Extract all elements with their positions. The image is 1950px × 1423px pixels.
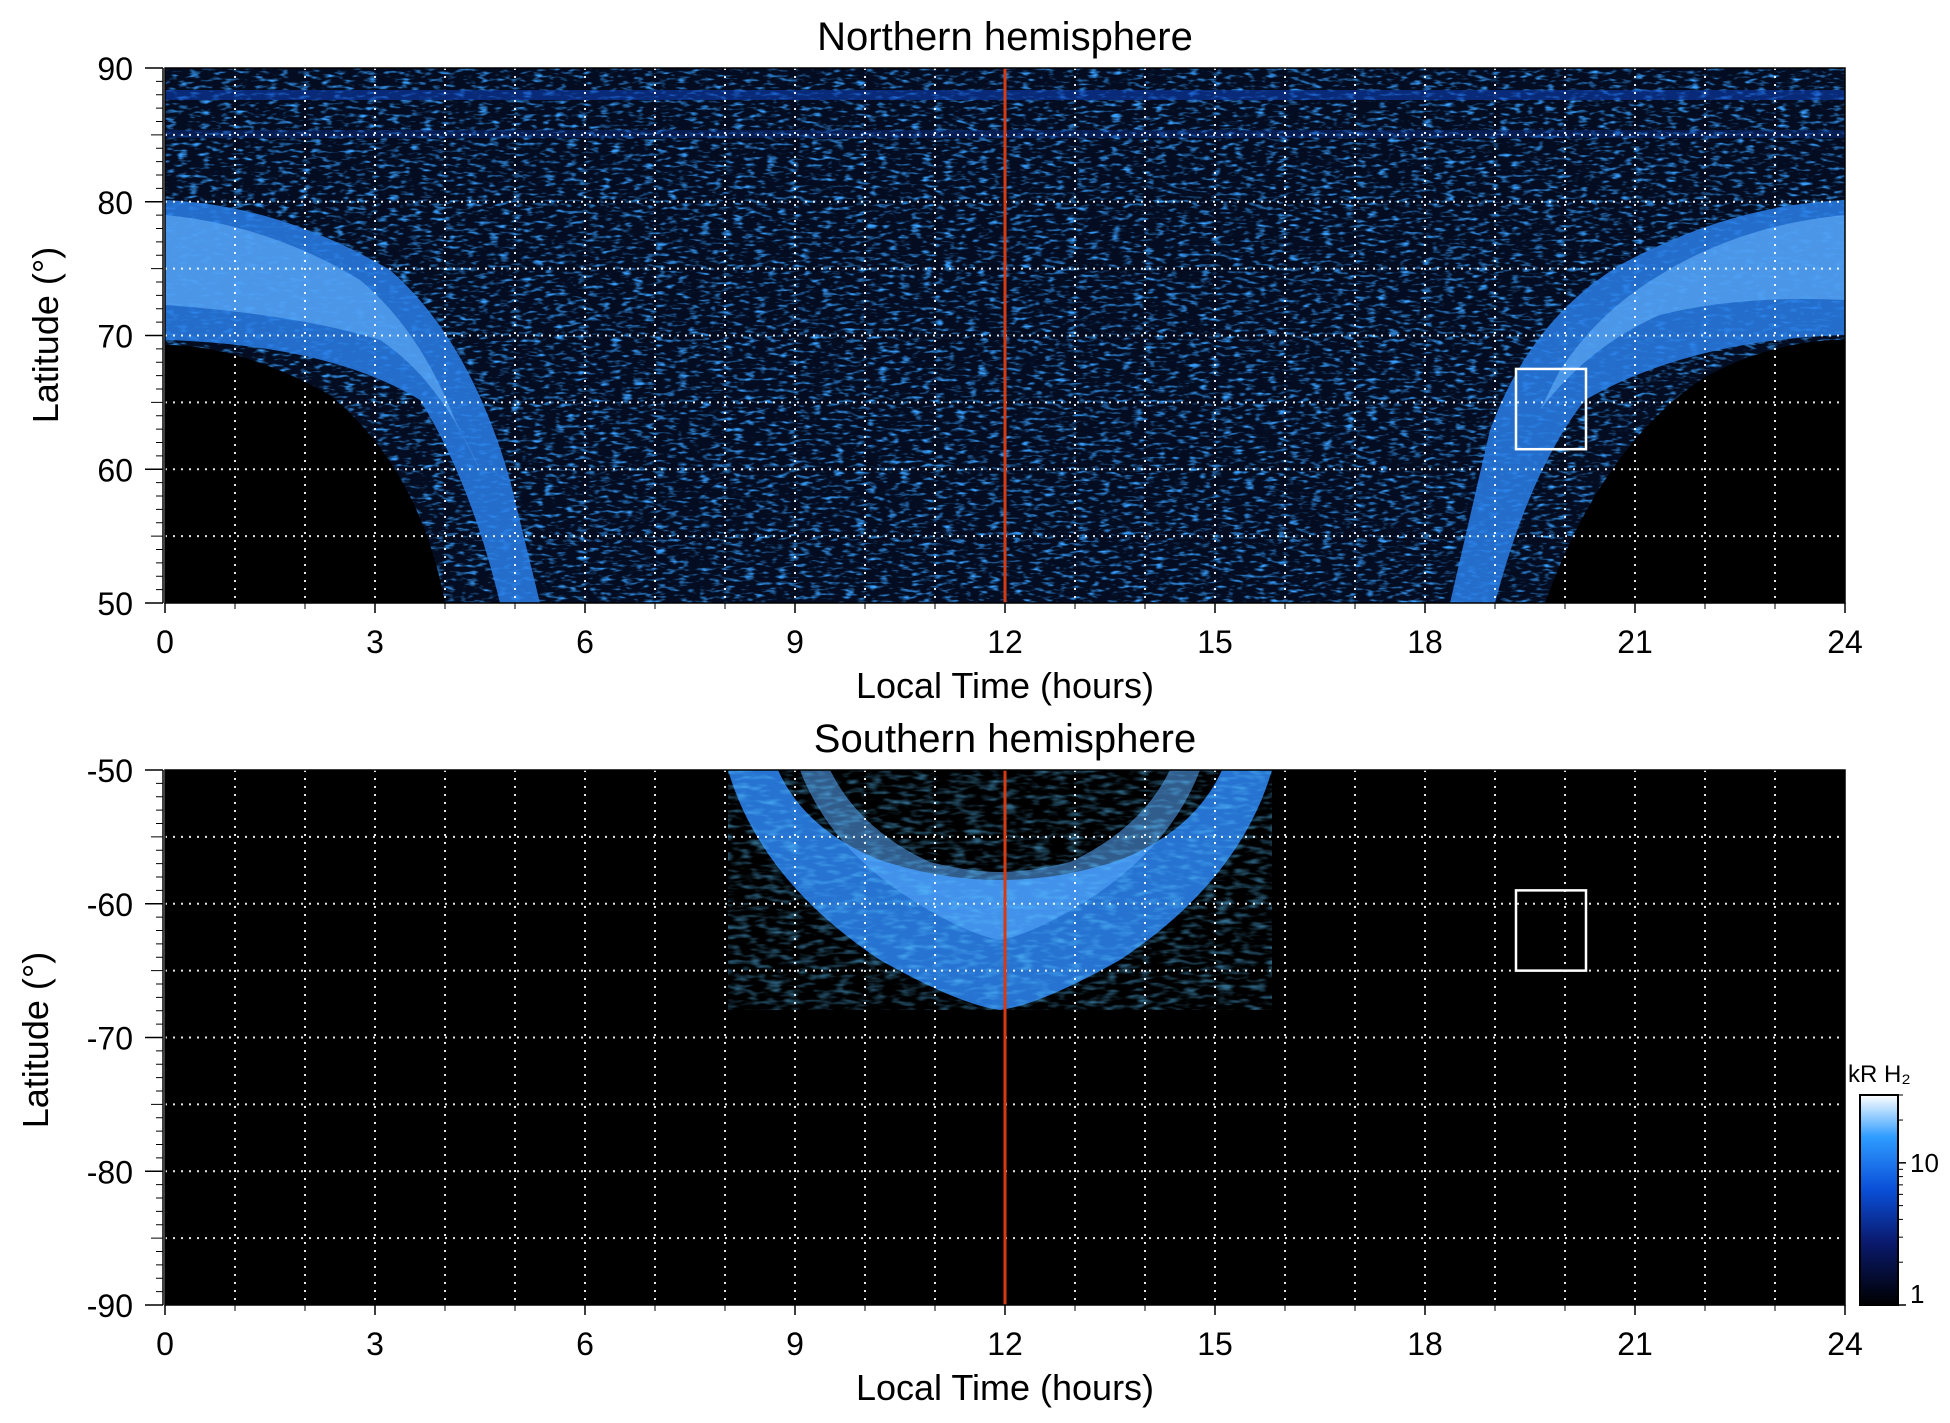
north-x-tick-label: 24	[1827, 624, 1863, 660]
north-y-label: Latitude (°)	[25, 247, 66, 423]
south-x-tick-label: 21	[1617, 1326, 1653, 1362]
north-x-tick-label: 9	[786, 624, 804, 660]
south-x-label: Local Time (hours)	[856, 1367, 1154, 1408]
north-axes: 0 3 6 9 12 15 18 21 24 90 80 70 60 50	[97, 51, 1862, 660]
north-dark-right	[1545, 340, 1845, 603]
southern-panel: Southern hemisphere 0 3 6 9 12 15 18 21 24 -50 -60…	[15, 717, 1863, 1408]
colorbar-ticks: 1 10	[1898, 1094, 1939, 1309]
north-y-tick-label: 60	[97, 452, 133, 488]
south-x-tick-label: 9	[786, 1326, 804, 1362]
north-x-tick-label: 6	[576, 624, 594, 660]
south-x-tick-label: 0	[156, 1326, 174, 1362]
colorbar-tick-label: 10	[1910, 1148, 1939, 1178]
south-x-tick-label: 3	[366, 1326, 384, 1362]
north-x-tick-label: 18	[1407, 624, 1443, 660]
south-y-tick-label: -80	[87, 1154, 133, 1190]
colorbar-label: kR H₂	[1848, 1061, 1911, 1088]
south-axes: 0 3 6 9 12 15 18 21 24 -50 -60 -70 -80 -90	[87, 753, 1863, 1362]
south-y-tick-label: -50	[87, 753, 133, 789]
south-y-tick-label: -90	[87, 1288, 133, 1324]
north-oval-left-core	[165, 215, 480, 470]
north-oval-right-core	[1540, 215, 1845, 410]
south-oval-texture	[728, 770, 1272, 1010]
south-x-tick-label: 18	[1407, 1326, 1443, 1362]
south-x-tick-label: 6	[576, 1326, 594, 1362]
south-x-tick-label: 15	[1197, 1326, 1233, 1362]
north-y-tick-label: 90	[97, 51, 133, 87]
northern-panel: Northern hemisphere 0 3 6 9 12 15 18 21 24 90 80 70…	[25, 15, 1863, 706]
north-x-tick-label: 12	[987, 624, 1023, 660]
south-y-label: Latitude (°)	[15, 952, 56, 1128]
north-dark-left	[165, 345, 445, 603]
north-y-tick-label: 80	[97, 185, 133, 221]
north-x-label: Local Time (hours)	[856, 665, 1154, 706]
north-y-tick-label: 50	[97, 586, 133, 622]
north-x-tick-label: 21	[1617, 624, 1653, 660]
south-title: Southern hemisphere	[814, 717, 1196, 761]
south-x-tick-label: 24	[1827, 1326, 1863, 1362]
north-x-tick-label: 3	[366, 624, 384, 660]
colorbar-gradient	[1859, 1094, 1899, 1306]
north-title: Northern hemisphere	[817, 15, 1193, 59]
south-y-tick-label: -70	[87, 1021, 133, 1057]
colorbar-tick-label: 1	[1910, 1279, 1924, 1309]
south-region-box	[1514, 889, 1588, 972]
north-x-tick-label: 15	[1197, 624, 1233, 660]
colorbar: kR H₂ 1 10	[1848, 1061, 1939, 1309]
north-region-box	[1514, 367, 1588, 451]
north-x-tick-label: 0	[156, 624, 174, 660]
north-y-tick-label: 70	[97, 319, 133, 355]
south-x-tick-label: 12	[987, 1326, 1023, 1362]
south-y-tick-label: -60	[87, 887, 133, 923]
